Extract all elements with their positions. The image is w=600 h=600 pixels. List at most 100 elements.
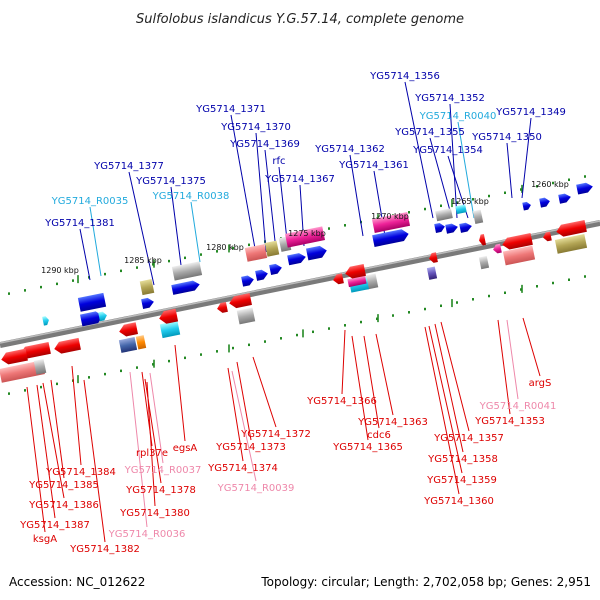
gene-shape: [171, 261, 203, 281]
gene-shape: [0, 360, 45, 383]
gene-feature: [429, 252, 438, 263]
kbp-label: 1270 kbp: [371, 212, 409, 221]
leader-line: [351, 335, 369, 441]
gene-feature: [1, 348, 28, 365]
track-dot: [248, 243, 250, 247]
genome-backbone: [0, 220, 600, 348]
scale-labels: 1260 kbp 1265 kbp 1270 kbp 1275 kbp 1280 kbp…: [41, 180, 569, 275]
leader-line: [89, 206, 102, 277]
gene-feature: [269, 263, 282, 275]
track-dot: [344, 324, 346, 327]
gene-feature: [236, 307, 256, 325]
gene-feature: [345, 263, 366, 279]
gene-feature: [554, 234, 588, 254]
kbp-label: 1285 kbp: [124, 256, 162, 265]
gene-label: YG5714_1382: [69, 544, 140, 555]
leader-line: [440, 321, 470, 432]
track-dot: [376, 317, 378, 321]
track-dot: [56, 382, 58, 386]
gene-shape: [33, 359, 47, 375]
gene-label: YG5714_1366: [306, 396, 377, 407]
gene-label: YG5714_R0035: [51, 196, 129, 207]
leader-line: [174, 344, 186, 442]
gene-shape: [244, 244, 268, 262]
gene-feature: [371, 212, 411, 233]
track-dot: [536, 185, 538, 188]
track-dot: [424, 207, 426, 211]
track-dot: [440, 204, 442, 208]
track-dot: [504, 291, 506, 295]
gene-label: YG5714_1387: [19, 520, 90, 531]
leader-line: [363, 335, 380, 429]
leader-line: [349, 154, 364, 237]
gene-shape: [522, 201, 531, 211]
gene-feature: [54, 337, 81, 354]
gene-shape: [264, 240, 280, 257]
gene-shape: [426, 266, 438, 280]
track-dot: [456, 201, 458, 204]
gene-feature: [502, 233, 533, 250]
gene-label: YG5714_1352: [414, 93, 485, 104]
leader-line: [190, 201, 201, 263]
gene-feature: [171, 261, 203, 281]
gene-feature: [244, 244, 268, 262]
gene-label: YG5714_1370: [220, 122, 291, 133]
leader-line: [255, 132, 267, 253]
track-dot: [56, 282, 58, 286]
track-dot: [440, 304, 442, 308]
track-dot: [488, 294, 490, 298]
gene-feature: [558, 193, 571, 204]
leader-line: [149, 372, 164, 464]
gene-shape: [1, 348, 28, 365]
gene-feature: [306, 245, 327, 261]
gene-shape: [558, 193, 571, 204]
track-dot: [24, 389, 26, 392]
gene-feature: [264, 240, 280, 257]
gene-shape: [269, 263, 282, 275]
leader-line: [404, 81, 434, 219]
track-dot: [392, 314, 394, 317]
gene-label: YG5714_1362: [314, 144, 385, 155]
track-dot: [216, 350, 218, 353]
gene-feature: [472, 209, 484, 224]
track-dot: [344, 224, 346, 227]
track-dot: [104, 372, 106, 376]
gene-shape: [502, 245, 536, 266]
gene-shape: [493, 243, 502, 254]
gene-feature: [159, 308, 179, 324]
leader-line: [71, 365, 82, 466]
track-dot: [120, 369, 122, 373]
map-title: Sulfolobus islandicus Y.G.57.14, complet…: [136, 12, 464, 27]
gene-shape: [141, 297, 154, 310]
track-dot: [328, 327, 330, 330]
gene-label: YG5714_R0039: [217, 483, 295, 494]
leader-line: [227, 367, 244, 462]
gene-shape: [119, 322, 139, 337]
gene-shape: [502, 233, 533, 250]
track-dot: [408, 211, 410, 214]
gene-shape: [576, 182, 593, 195]
gene-label: cdc6: [367, 430, 391, 441]
gene-feature: [284, 226, 326, 248]
track-dot: [280, 337, 282, 340]
gene-label: YG5714_1384: [45, 467, 116, 478]
gene-label: YG5714_1355: [394, 127, 465, 138]
gene-feature: [479, 234, 487, 246]
track-dot: [264, 340, 266, 343]
gene-shape: [20, 342, 51, 359]
leader-line: [506, 319, 519, 400]
gene-feature: [287, 253, 306, 266]
leader-line: [375, 333, 394, 416]
leader-line: [42, 382, 65, 499]
leader-line: [79, 228, 91, 281]
track-dot: [8, 392, 10, 395]
gene-feature: [217, 301, 228, 313]
gene-shape: [539, 197, 550, 208]
gene-label: YG5714_R0041: [479, 401, 557, 412]
gene-shape: [42, 316, 49, 326]
gene-shape: [159, 320, 181, 339]
gene-shape: [554, 234, 588, 254]
gene-label: YG5714_R0040: [419, 111, 497, 122]
gene-shape: [455, 204, 467, 215]
